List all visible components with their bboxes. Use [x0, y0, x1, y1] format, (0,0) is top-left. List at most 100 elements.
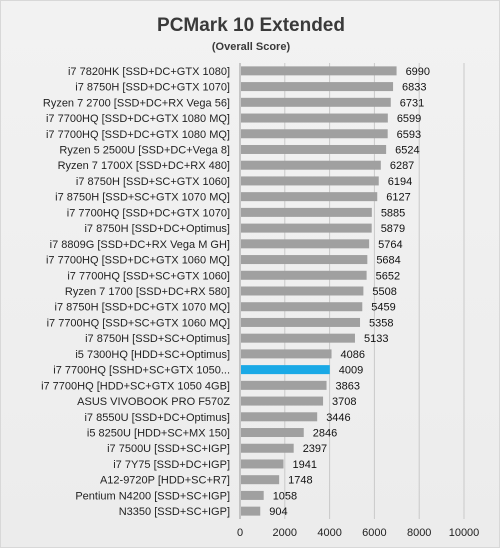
value-label: 5358	[369, 317, 393, 329]
chart-title: PCMark 10 Extended	[157, 15, 345, 36]
x-tick-label: 4000	[317, 527, 341, 539]
category-label: ASUS VIVOBOOK PRO F570Z	[77, 396, 230, 408]
category-label: i7 7700HQ [HDD+SC+GTX 1050 4GB]	[41, 380, 230, 392]
value-label: 1941	[292, 459, 316, 471]
value-label: 904	[269, 506, 287, 518]
value-label: 1748	[288, 475, 312, 487]
category-label: Ryzen 7 2700 [SSD+DC+RX Vega 56]	[43, 97, 230, 109]
category-label: i5 8250U [HDD+SC+MX 150]	[87, 428, 230, 440]
category-label: i7 7500U [SSD+SC+IGP]	[107, 443, 230, 455]
value-label: 3863	[336, 380, 360, 392]
value-label: 6194	[388, 176, 412, 188]
bar	[241, 176, 379, 186]
category-label: i7 8550U [SSD+DC+Optimus]	[84, 412, 230, 424]
value-label: 6990	[406, 66, 430, 78]
chart-subtitle: (Overall Score)	[212, 41, 291, 53]
category-label: i7 8750H [SSD+DC+Optimus]	[84, 223, 230, 235]
value-label: 4086	[341, 349, 365, 361]
bar	[241, 428, 304, 438]
category-label: A12-9720P [HDD+SC+R7]	[100, 475, 230, 487]
category-label: i7 8750H [SSD+DC+GTX 1070]	[75, 82, 230, 94]
bar	[241, 82, 394, 92]
category-label: i7 8750H [SSD+SC+GTX 1060]	[76, 176, 230, 188]
x-axis-ticks: 0 2000 4000 6000 8000 10000	[237, 527, 479, 539]
bar	[241, 129, 388, 139]
bar	[241, 255, 368, 265]
value-label: 2846	[313, 428, 337, 440]
bar	[241, 192, 378, 202]
category-label: i7 7820HK [SSD+DC+GTX 1080]	[68, 66, 230, 78]
category-label: Ryzen 7 1700 [SSD+DC+RX 580]	[65, 286, 230, 298]
category-label: Pentium N4200 [SSD+SC+IGP]	[75, 490, 230, 502]
bar	[241, 113, 388, 123]
category-label: N3350 [SSD+SC+IGP]	[119, 506, 230, 518]
bar	[241, 412, 318, 422]
value-label: 6731	[400, 97, 424, 109]
bar	[241, 490, 264, 500]
category-label: i7 7Y75 [SSD+DC+IGP]	[113, 459, 230, 471]
value-label: 1058	[273, 490, 297, 502]
category-label: i7 8750H [SSD+SC+GTX 1070 MQ]	[55, 192, 230, 204]
value-label: 5133	[364, 333, 388, 345]
category-labels: i7 7820HK [SSD+DC+GTX 1080] i7 8750H [SSD…	[41, 66, 230, 518]
x-tick-label: 6000	[362, 527, 386, 539]
bar	[241, 349, 332, 359]
bar	[241, 223, 372, 233]
x-tick-label: 0	[237, 527, 243, 539]
bar	[241, 66, 397, 76]
value-label: 6524	[395, 144, 419, 156]
value-labels: 6990 6833 6731 6599 6593 6524 6287 6194 6127 5885…	[269, 66, 430, 518]
bar	[241, 459, 284, 469]
value-label: 5508	[372, 286, 396, 298]
bar	[241, 443, 294, 453]
value-label: 5879	[381, 223, 405, 235]
bar	[241, 144, 387, 154]
bar-highlight	[241, 365, 330, 375]
category-label: i7 7700HQ [SSD+SC+GTX 1060]	[67, 270, 230, 282]
bar	[241, 207, 372, 217]
bar	[241, 286, 364, 296]
category-label: i7 8809G [SSD+DC+RX Vega M GH]	[50, 239, 230, 251]
category-label: i7 7700HQ [SSD+DC+GTX 1080 MQ]	[46, 113, 230, 125]
x-tick-label: 8000	[407, 527, 431, 539]
category-label: i7 8750H [SSD+SC+Optimus]	[85, 333, 230, 345]
value-label: 3708	[332, 396, 356, 408]
bar	[241, 333, 355, 343]
category-label: Ryzen 7 1700X [SSD+DC+RX 480]	[58, 160, 230, 172]
bar	[241, 506, 261, 516]
value-label: 5459	[371, 302, 395, 314]
value-label: 6833	[402, 82, 426, 94]
category-label: i7 7700HQ [SSD+SC+GTX 1060 MQ]	[47, 317, 230, 329]
bar	[241, 270, 367, 280]
value-label: 5764	[378, 239, 402, 251]
bar	[241, 317, 361, 327]
bars	[241, 66, 397, 516]
value-label: 5684	[376, 255, 400, 267]
value-label: 6599	[397, 113, 421, 125]
category-label: i5 7300HQ [HDD+SC+Optimus]	[75, 349, 230, 361]
category-label: i7 8750H [SSD+DC+GTX 1070 MQ]	[55, 302, 230, 314]
x-tick-label: 10000	[449, 527, 480, 539]
category-label: i7 7700HQ [SSD+DC+GTX 1080 MQ]	[46, 129, 230, 141]
bar	[241, 239, 370, 249]
category-label: i7 7700HQ [SSD+DC+GTX 1070]	[67, 207, 230, 219]
bar	[241, 380, 327, 390]
bar	[241, 160, 381, 170]
value-label: 6127	[386, 192, 410, 204]
value-label: 2397	[303, 443, 327, 455]
value-label: 3446	[326, 412, 350, 424]
bar	[241, 396, 324, 406]
category-label: Ryzen 5 2500U [SSD+DC+Vega 8]	[59, 144, 230, 156]
category-label: i7 7700HQ [SSHD+SC+GTX 1050...	[53, 365, 230, 377]
category-label: i7 7700HQ [SSD+DC+GTX 1060 MQ]	[46, 255, 230, 267]
value-label: 4009	[339, 365, 363, 377]
bar	[241, 97, 391, 107]
value-label: 6287	[390, 160, 414, 172]
value-label: 6593	[397, 129, 421, 141]
value-label: 5652	[376, 270, 400, 282]
value-label: 5885	[381, 207, 405, 219]
x-tick-label: 2000	[273, 527, 297, 539]
bar	[241, 302, 363, 312]
